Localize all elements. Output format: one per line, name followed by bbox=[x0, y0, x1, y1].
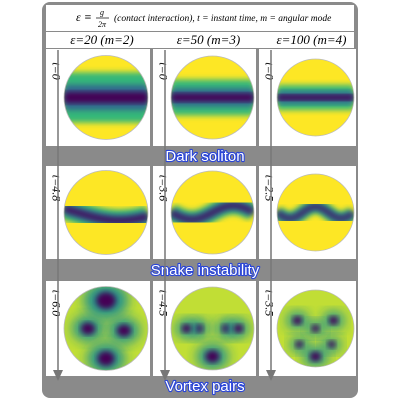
time-label: t=4.8 bbox=[49, 175, 63, 201]
arrow-head bbox=[160, 370, 170, 381]
phase-label: Snake instability bbox=[151, 262, 260, 279]
column-header: ε=50 (m=3) bbox=[177, 32, 240, 47]
disk-edge bbox=[170, 286, 255, 371]
arrow-head bbox=[266, 370, 276, 381]
time-label: t=3.5 bbox=[262, 290, 276, 316]
arrow-head bbox=[53, 370, 63, 381]
density-disk bbox=[171, 171, 254, 254]
header-rest: (contact interaction), t = instant time,… bbox=[114, 13, 331, 24]
density-disk bbox=[277, 174, 354, 251]
disk-edge bbox=[276, 173, 355, 252]
disk-edge bbox=[63, 55, 149, 140]
header-numerator: g bbox=[100, 8, 104, 17]
density-disk bbox=[64, 286, 148, 371]
density-disk bbox=[64, 55, 148, 140]
time-label: t=0 bbox=[262, 62, 276, 79]
disk-edge bbox=[63, 170, 149, 255]
density-disk bbox=[171, 56, 254, 139]
disk-edge bbox=[170, 55, 255, 140]
time-label: t=6.0 bbox=[49, 290, 63, 316]
column-header: ε=20 (m=2) bbox=[70, 32, 133, 47]
density-disk bbox=[277, 59, 354, 136]
disk-edge bbox=[63, 286, 149, 371]
density-disk bbox=[171, 287, 254, 370]
disk-edge bbox=[276, 289, 355, 368]
time-label: t=0 bbox=[49, 62, 63, 79]
header-denominator: 2π bbox=[98, 20, 107, 29]
density-disk bbox=[64, 170, 148, 255]
density-disk bbox=[277, 290, 354, 367]
time-label: t=0 bbox=[156, 62, 170, 79]
column-header-box bbox=[46, 32, 354, 48]
time-label: t=4.5 bbox=[156, 290, 170, 316]
time-label: t=3.6 bbox=[156, 175, 170, 201]
phase-label: Vortex pairs bbox=[165, 378, 244, 395]
phase-label: Dark soliton bbox=[165, 148, 244, 165]
time-label: t=2.5 bbox=[262, 175, 276, 201]
header-lhs: ε ≡ bbox=[76, 10, 92, 24]
disk-edge bbox=[170, 170, 255, 255]
disk-edge bbox=[276, 58, 355, 137]
column-header: ε=100 (m=4) bbox=[277, 32, 347, 47]
